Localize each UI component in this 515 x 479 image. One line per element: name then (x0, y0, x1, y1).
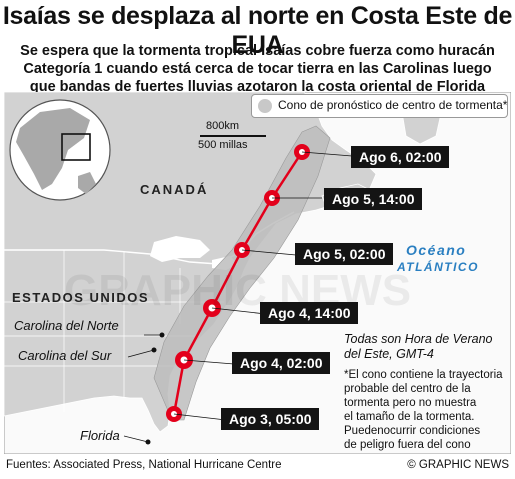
cone-swatch-icon (258, 99, 272, 113)
forecast-tag: Ago 5, 02:00 (295, 243, 394, 265)
cone-note-line: tormenta pero no muestra (344, 397, 477, 409)
cone-note-line: de peligro fuera del cono (344, 439, 471, 451)
cone-note: *El cono contiene la trayectoria probabl… (344, 368, 503, 452)
sc-pointer-line (127, 349, 155, 358)
legend-label: Cono de pronóstico de centro de tormenta… (278, 98, 508, 112)
great-lakes (150, 236, 238, 270)
storm-track-line (172, 151, 304, 415)
forecast-tag: Ago 4, 02:00 (232, 352, 331, 374)
forecast-cone (153, 125, 331, 421)
nc-pointer-dot (159, 332, 165, 338)
tag-connector (301, 151, 353, 157)
sc-pointer-dot (151, 347, 157, 353)
forecast-tag: Ago 6, 02:00 (351, 146, 450, 168)
timezone-note-line: del Este, GMT-4 (344, 347, 434, 361)
sources-text: Fuentes: Associated Press, National Hurr… (6, 459, 282, 471)
ocean-label-line1: Océano (406, 242, 467, 258)
subtitle-line: Categoría 1 cuando está cerca de tocar t… (23, 61, 492, 77)
florida-pointer-dot (145, 439, 151, 445)
tag-connector (241, 249, 297, 256)
page-title: Isaías se desplaza al norte en Costa Est… (2, 2, 513, 59)
place-label-north-carolina: Carolina del Norte (14, 318, 119, 333)
cone-note-line: *El cono contiene la trayectoria (344, 369, 503, 381)
map-area: GRAPHIC NEWS CANADÁ ESTADOS UNIDOS Océan… (4, 92, 511, 454)
region-label-usa: ESTADOS UNIDOS (12, 290, 150, 305)
tag-connector (183, 359, 235, 365)
florida-pointer-line (123, 435, 149, 443)
tag-connector (211, 307, 267, 315)
subtitle-line: que bandas de fuertes lluvias azotaron l… (29, 79, 486, 95)
region-label-canada: CANADÁ (140, 182, 209, 197)
tag-connector (173, 413, 227, 421)
timezone-note-line: Todas son Hora de Verano (344, 332, 493, 346)
cone-note-line: el tamaño de la tormenta. (344, 411, 475, 423)
forecast-tag: Ago 5, 14:00 (324, 188, 423, 210)
subtitle-line: Se espera que la tormenta tropical Isaía… (20, 43, 495, 59)
globe-inset (9, 99, 111, 201)
forecast-tag: Ago 3, 05:00 (221, 408, 320, 430)
state-borders (4, 250, 224, 412)
scale-miles: 500 millas (198, 139, 248, 151)
cone-note-line: Puedenocurrir condiciones (344, 425, 481, 437)
timezone-note: Todas son Hora de Verano del Este, GMT-4 (344, 332, 492, 362)
place-label-south-carolina: Carolina del Sur (18, 348, 112, 363)
place-label-florida: Florida (80, 428, 120, 443)
ocean-label-line2: ATLÁNTICO (397, 260, 479, 274)
page-subtitle: Se espera que la tormenta tropical Isaía… (6, 42, 509, 96)
scale-km: 800km (206, 120, 240, 132)
credit-text: © GRAPHIC NEWS (407, 459, 509, 471)
cone-note-line: probable del centro de la (344, 383, 471, 395)
forecast-tag: Ago 4, 14:00 (260, 302, 359, 324)
legend: Cono de pronóstico de centro de tormenta… (251, 94, 508, 118)
